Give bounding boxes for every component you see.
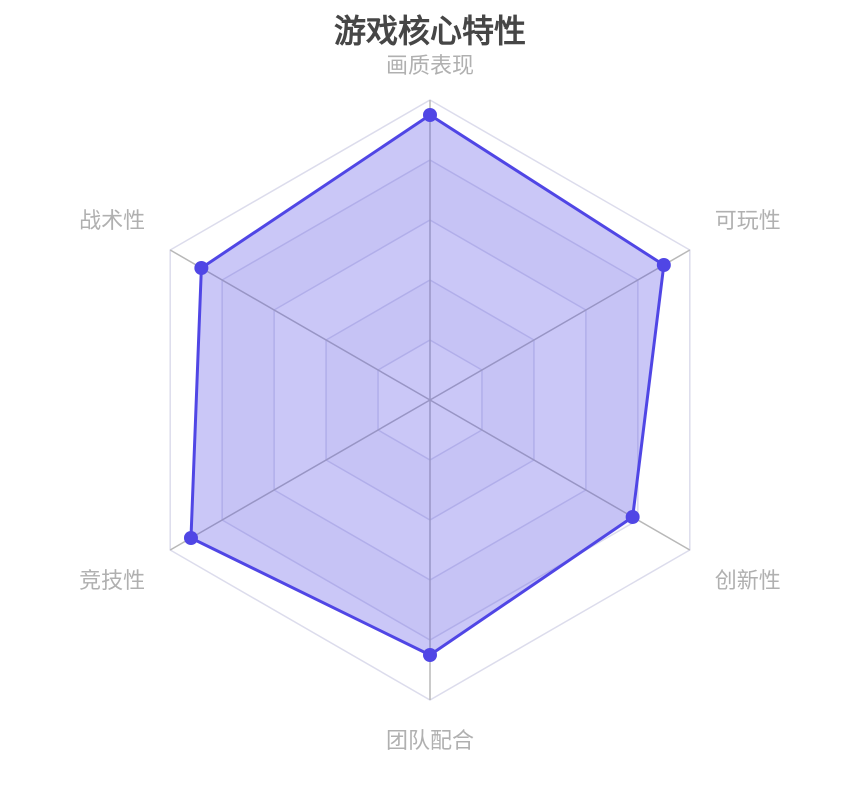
radar-axis [169,399,431,551]
radar-axis [429,399,691,551]
radar-data-point [423,108,437,122]
indicator-label: 竞技性 [79,569,145,594]
indicator-label: 团队配合 [386,729,474,754]
radar-axis [169,249,431,401]
radar-data-point [423,648,437,662]
radar-axis [429,249,691,401]
radar-data-point [183,531,198,545]
indicator-label: 战术性 [79,209,145,234]
indicator-label: 画质表现 [386,54,474,79]
indicator-label: 创新性 [715,569,781,594]
radar-data-point [656,258,671,272]
chart-title: 游戏核心特性 [333,12,526,50]
radar-data-point [194,261,209,275]
indicator-label: 可玩性 [715,209,781,234]
radar-data-point [625,510,640,524]
